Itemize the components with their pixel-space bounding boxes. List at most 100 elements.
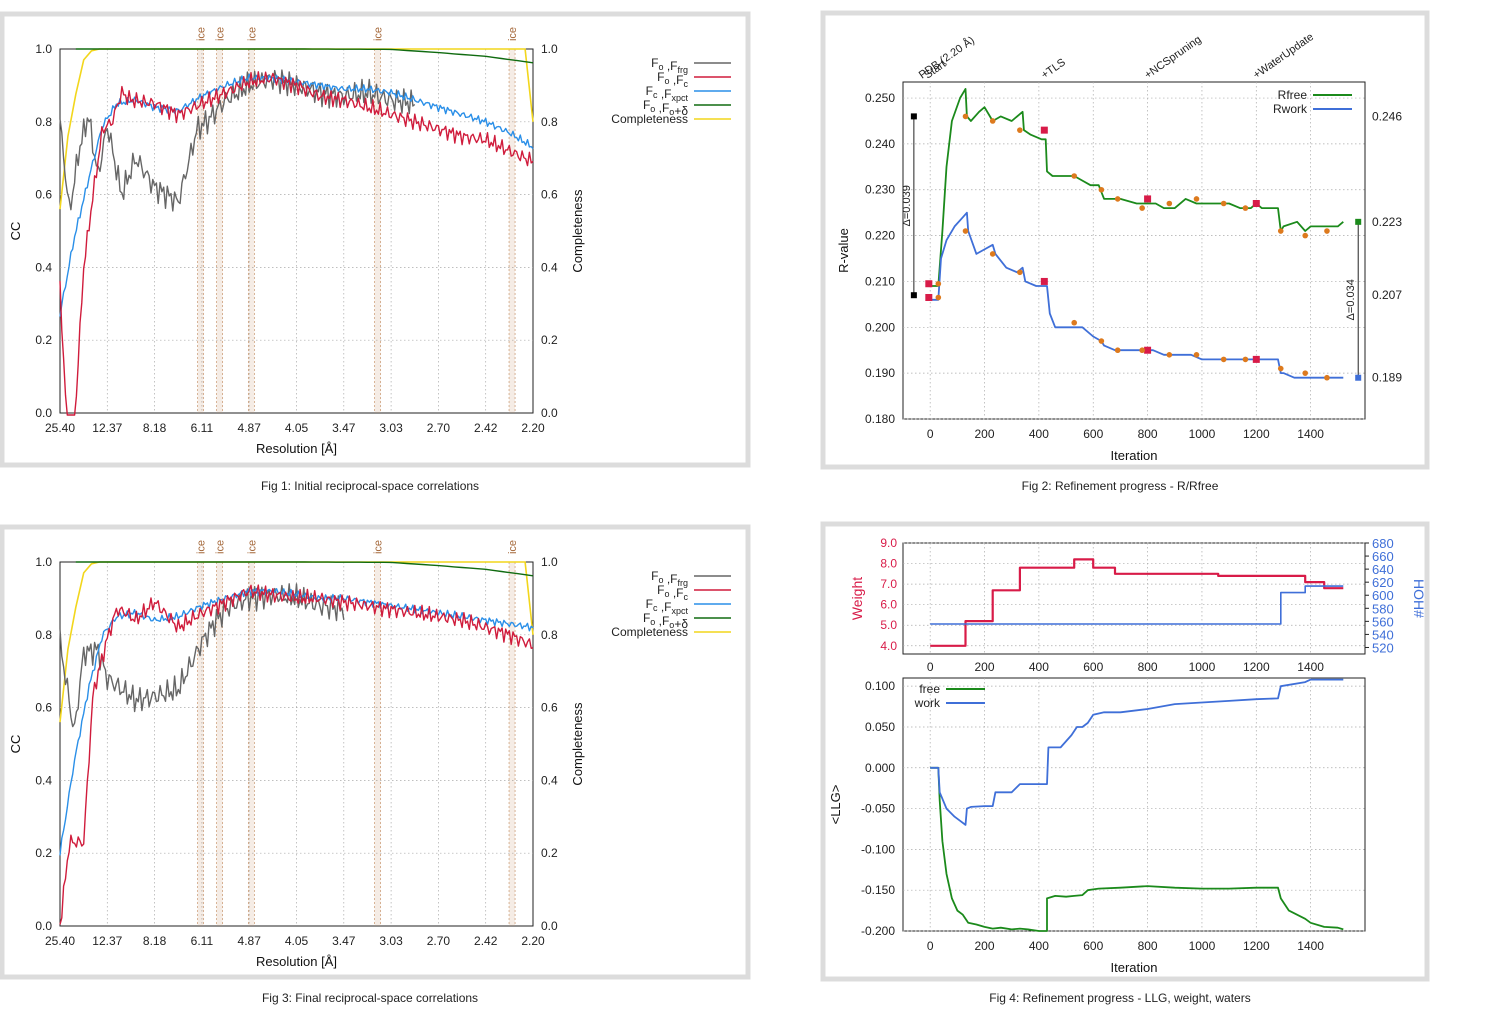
y-tick-label: 0.230: [865, 183, 895, 197]
x-tick-label: 800: [1138, 939, 1158, 953]
y-axis-label: CC: [8, 222, 23, 241]
y-tick-label: -0.200: [861, 924, 895, 938]
fig2-caption: Fig 2: Refinement progress - R/Rfree: [1022, 479, 1219, 493]
fig1-chart: 25.40 12.37 8.18 6.11 4.87 4.05 3.47 3.03 2.70 2.…: [8, 27, 731, 456]
weight-tick-label: 6.0: [880, 598, 897, 612]
weight-axis-label: Weight: [849, 577, 865, 620]
y2-tick-label: 0.6: [541, 188, 558, 202]
y-axis-label: R-value: [836, 228, 851, 273]
legend-label-rwork: work: [914, 696, 941, 710]
ice-ring-band: [509, 562, 516, 926]
legend-label-fo_ffrg: Fo ,Ffrg: [651, 56, 688, 75]
ice-ring-band: [374, 562, 381, 926]
marker-orange: [1139, 347, 1145, 354]
y-tick-label: 0.240: [865, 137, 895, 151]
y2-tick-label: 0.4: [541, 773, 558, 787]
x-tick-label: 400: [1029, 939, 1049, 953]
delta-label: Δ=0.034: [1345, 279, 1357, 320]
legend-label-rfree: Rfree: [1278, 88, 1308, 102]
y2-tick-label: 0.0: [541, 919, 558, 933]
marker-black: [910, 292, 917, 299]
marker-orange: [1324, 374, 1330, 381]
y2-tick-label: 0.0: [541, 406, 558, 420]
hoh-axis-label: HOH#: [1411, 579, 1427, 618]
marker-end-rfree: [1355, 218, 1362, 225]
x-tick-label: 2.20: [521, 934, 545, 948]
marker-orange: [989, 251, 996, 257]
x-tick-label: 1000: [1189, 660, 1216, 674]
x-tick-label: 3.47: [332, 934, 356, 948]
marker-orange: [1277, 365, 1284, 372]
fig3-caption: Fig 3: Final reciprocal-space correlatio…: [262, 991, 478, 1005]
ice-ring-band: [248, 562, 255, 926]
right-value-label: 0.246: [1372, 109, 1402, 123]
marker-orange: [1166, 200, 1173, 207]
series-line-rwork: [930, 678, 1344, 826]
x-tick-label: 600: [1083, 939, 1103, 953]
x-tick-label: 6.11: [191, 421, 214, 435]
x-tick-label: 1000: [1189, 427, 1216, 441]
series-line-fo_fodelta: [75, 48, 534, 64]
y-tick-label: 0.4: [35, 260, 52, 274]
fig1-caption: Fig 1: Initial reciprocal-space correlat…: [261, 479, 479, 493]
x-tick-label: 3.03: [379, 934, 403, 948]
marker-red: [925, 280, 933, 288]
ice-ring-label: ice: [196, 27, 208, 41]
x-tick-label: 400: [1029, 660, 1049, 674]
x-tick-label: 4.87: [238, 934, 262, 948]
marker-orange: [1017, 269, 1023, 276]
series-line-fo_fc: [59, 584, 534, 925]
marker-orange: [1166, 352, 1173, 358]
hoh-tick-label: 680: [1372, 536, 1394, 551]
x-tick-label: 2.70: [427, 421, 451, 435]
marker-black: [910, 113, 917, 120]
hoh-tick-label: 660: [1372, 549, 1394, 564]
ice-ring-band: [197, 562, 204, 926]
y-tick-label: 0.250: [865, 91, 895, 105]
marker-orange: [935, 280, 942, 287]
x-tick-label: 800: [1138, 427, 1158, 441]
x-axis-label: Iteration: [1111, 960, 1158, 975]
y-tick-label: 0.050: [865, 720, 895, 734]
x-tick-label: 1000: [1189, 939, 1216, 953]
marker-orange: [962, 228, 969, 234]
x-tick-label: 4.05: [285, 934, 309, 948]
x-tick-label: 400: [1029, 427, 1049, 441]
x-tick-label: 12.37: [92, 421, 122, 435]
ice-ring-band: [216, 562, 223, 926]
legend-label-completeness: Completeness: [611, 625, 688, 639]
legend-label-fo_fc: Fo ,Fc: [657, 70, 688, 89]
fig4-panel-frame: [820, 521, 1430, 982]
fig3-chart: 25.40 12.37 8.18 6.11 4.87 4.05 3.47 3.03 2.70 2.…: [8, 540, 731, 969]
legend-label-rwork: Rwork: [1273, 102, 1308, 116]
x-tick-label: 3.03: [379, 421, 403, 435]
legend-label-fc_fxpct: Fc ,Fxpct: [646, 84, 689, 103]
x-tick-label: 8.18: [143, 934, 167, 948]
y-tick-label: 0.000: [865, 761, 895, 775]
plot-area-frame: [902, 81, 1366, 420]
y-tick-label: 0.210: [865, 274, 895, 288]
x-tick-label: 1200: [1243, 660, 1270, 674]
hoh-tick-label: 560: [1372, 614, 1394, 629]
legend-label-fo_fodelta: Fo ,Fo+δ: [643, 98, 688, 118]
marker-orange: [1302, 370, 1309, 376]
marker-orange: [1242, 205, 1249, 211]
marker-end-rwork: [1355, 374, 1362, 381]
marker-orange: [1098, 338, 1105, 344]
y-tick-label: -0.050: [861, 802, 895, 816]
legend-label-rfree: free: [919, 682, 940, 696]
fig2-panel-frame: [820, 10, 1430, 470]
series-line-fo_ffrg: [59, 583, 345, 728]
y-tick-label: -0.100: [861, 842, 895, 856]
y2-axis-label: Completeness: [570, 189, 585, 273]
x-tick-label: 12.37: [92, 934, 122, 948]
weight-tick-label: 5.0: [880, 618, 897, 632]
x-tick-label: 200: [975, 939, 995, 953]
legend-label-fo_ffrg: Fo ,Ffrg: [651, 569, 688, 588]
upper-plot-frame: [902, 542, 1366, 655]
x-tick-label: 4.87: [238, 421, 262, 435]
series-line-hoh: [930, 585, 1344, 625]
weight-tick-label: 4.0: [880, 639, 897, 653]
x-tick-label: 1400: [1297, 660, 1324, 674]
y-tick-label: 1.0: [35, 42, 52, 56]
